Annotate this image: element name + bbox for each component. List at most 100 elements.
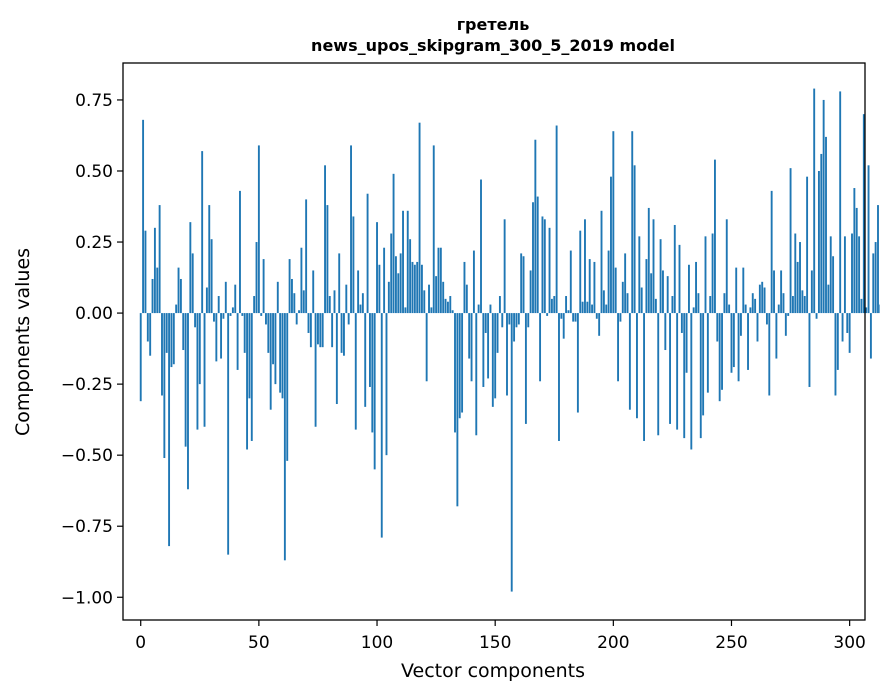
bar-component-52 (262, 259, 265, 314)
bar-component-132 (451, 310, 454, 314)
bar-component-4 (149, 313, 152, 356)
bar-component-8 (158, 205, 161, 314)
bar-component-258 (749, 307, 752, 314)
bar-component-203 (619, 313, 622, 322)
bar-component-89 (350, 145, 352, 314)
bar-component-122 (428, 284, 430, 314)
bar-component-216 (650, 273, 653, 314)
bar-component-164 (527, 313, 530, 328)
bar-component-87 (345, 284, 348, 314)
bar-component-196 (602, 290, 605, 314)
bar-component-100 (376, 222, 378, 314)
bar-component-274 (787, 313, 790, 316)
bar-component-220 (659, 239, 662, 314)
bar-component-233 (690, 313, 693, 450)
bar-component-126 (437, 247, 440, 314)
bar-component-310 (872, 253, 875, 314)
bar-component-293 (832, 256, 835, 314)
bar-component-60 (281, 313, 284, 399)
bar-component-108 (394, 256, 397, 314)
bar-component-21 (189, 222, 192, 314)
bar-component-205 (624, 253, 627, 314)
bar-component-23 (194, 313, 197, 328)
bar-component-85 (340, 313, 343, 353)
bar-component-224 (669, 313, 671, 424)
y-tick-label: −0.75 (61, 517, 113, 537)
bar-component-63 (288, 259, 291, 314)
bar-component-156 (508, 313, 511, 325)
bar-component-229 (680, 313, 683, 333)
bar-component-118 (418, 122, 421, 314)
bar-component-290 (825, 136, 827, 314)
bar-component-208 (631, 131, 634, 314)
bar-component-90 (352, 216, 355, 314)
bar-component-219 (657, 313, 660, 436)
bar-component-115 (411, 261, 414, 314)
bar-component-190 (588, 259, 591, 314)
bar-component-10 (163, 313, 166, 459)
bar-component-65 (293, 293, 296, 314)
bar-component-11 (165, 313, 168, 353)
y-tick-label: −0.25 (61, 375, 113, 395)
bar-component-82 (333, 290, 336, 314)
bar-component-119 (420, 264, 423, 314)
bar-component-123 (430, 307, 433, 314)
bar-component-171 (543, 219, 546, 314)
bar-component-181 (567, 310, 570, 314)
bar-component-194 (598, 313, 601, 336)
bar-component-109 (397, 273, 400, 314)
bar-component-86 (343, 313, 345, 356)
bar-component-134 (456, 313, 459, 507)
bar-component-201 (614, 267, 617, 314)
bar-component-113 (406, 210, 409, 314)
bar-component-227 (676, 313, 679, 430)
bar-component-24 (196, 313, 199, 430)
y-axis-label: Components values (12, 248, 34, 436)
bar-component-306 (862, 114, 865, 314)
bar-component-141 (472, 250, 475, 314)
bar-component-35 (222, 313, 225, 319)
bar-component-222 (664, 313, 667, 351)
bar-component-114 (409, 239, 412, 314)
bar-component-166 (532, 202, 534, 314)
bar-component-269 (775, 313, 778, 359)
bar-component-27 (203, 313, 206, 427)
bar-component-46 (248, 313, 251, 399)
bar-component-301 (851, 233, 853, 314)
bar-component-215 (647, 207, 650, 314)
bar-component-74 (314, 313, 317, 427)
bar-component-40 (234, 284, 237, 314)
plot-frame (122, 62, 866, 621)
bar-component-107 (392, 173, 395, 314)
bar-component-175 (553, 296, 556, 314)
bar-component-167 (534, 139, 537, 314)
bar-component-68 (300, 247, 303, 314)
bar-component-91 (354, 313, 357, 430)
bar-component-254 (739, 313, 742, 336)
bar-component-285 (813, 88, 816, 314)
bar-component-44 (243, 313, 246, 353)
bar-component-213 (643, 313, 645, 441)
bar-component-204 (621, 281, 624, 314)
bar-component-297 (841, 313, 844, 342)
bar-component-308 (867, 165, 870, 314)
bar-component-230 (683, 313, 686, 439)
bar-component-211 (638, 236, 641, 314)
bar-component-70 (305, 199, 308, 314)
bar-component-80 (328, 296, 331, 314)
bar-component-192 (593, 261, 596, 314)
bar-component-73 (312, 270, 315, 314)
bar-component-195 (600, 210, 603, 314)
bar-component-128 (442, 281, 445, 314)
bar-component-57 (274, 313, 277, 385)
bar-component-173 (548, 227, 551, 314)
bar-component-261 (756, 313, 759, 342)
bar-component-93 (359, 304, 362, 314)
bar-component-104 (385, 313, 388, 456)
y-tick-label: −0.50 (61, 446, 113, 466)
bar-component-147 (487, 313, 490, 379)
bar-component-160 (517, 313, 520, 325)
bar-component-180 (565, 296, 568, 314)
bar-component-280 (801, 290, 804, 314)
bar-component-242 (711, 233, 714, 314)
